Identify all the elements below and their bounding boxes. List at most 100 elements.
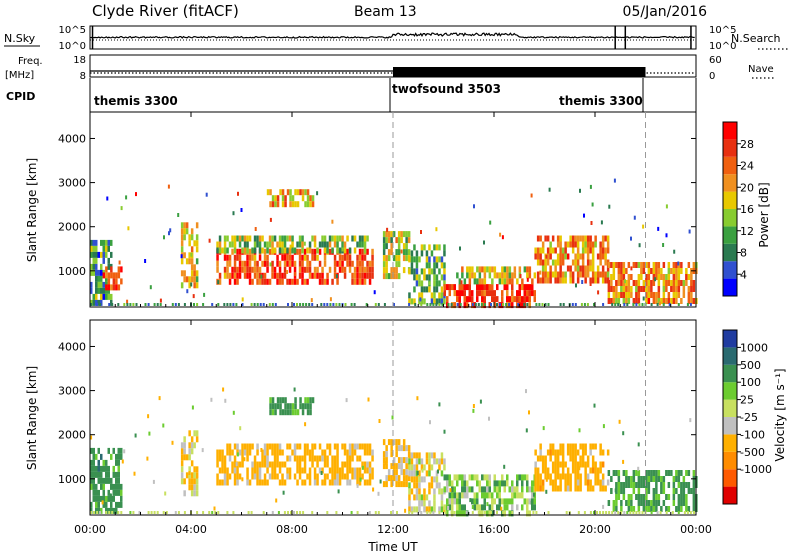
velocity-cell [446,498,449,505]
power-cell [625,292,628,298]
power-ground-cell [183,303,186,306]
power-cell [433,268,436,275]
velocity-cell [516,492,519,499]
velocity-cell [95,465,98,472]
power-cell [268,248,272,255]
power-cell [655,262,658,268]
velocity-cell [486,480,489,487]
velocity-cell [680,482,683,488]
velocity-cell [102,483,105,490]
velocity-cell [685,494,688,500]
velocity-ground-cell [432,511,435,514]
power-ground-cell [544,303,547,306]
power-cell [338,247,342,254]
velocity-cell [246,473,249,480]
velocity-cell [630,500,633,506]
power-cell [291,254,294,261]
power-cell [657,268,661,274]
velocity-cell [271,403,275,410]
power-cell [415,262,419,269]
power-cell [276,195,280,202]
velocity-ground-cell [96,511,99,514]
velocity-cell [301,479,304,486]
velocity-cell [395,481,398,488]
power-cell [281,235,284,242]
power-cell [390,273,393,280]
power-ground-cell [129,303,132,306]
velocity-cell [458,492,461,499]
power-ground-cell [689,303,692,306]
velocity-cell [418,500,421,507]
power-cell [420,292,424,299]
velocity-cell [481,474,484,481]
velocity-scatter-cell [379,479,382,484]
velocity-cell [268,473,272,480]
power-cell [256,235,259,242]
power-cell [286,247,289,254]
power-cell [468,272,472,279]
velocity-cell [271,397,275,404]
power-cell [438,292,441,299]
power-cell [604,277,607,284]
power-cell [193,282,196,289]
power-cell [617,292,621,298]
velocity-cell [665,470,668,476]
power-cell [100,251,103,258]
velocity-cell [387,439,391,446]
velocity-cell [591,467,595,474]
power-cell [650,292,653,298]
power-ground-cell [541,303,544,306]
velocity-ground-cell [608,511,611,514]
velocity-scatter-cell [528,410,530,415]
power-cell [336,235,339,242]
velocity-cell [266,449,269,456]
power-ground-cell [344,303,347,306]
power-cell [306,247,309,254]
velocity-scatter-cell [337,489,340,494]
velocity-cell [308,467,312,474]
power-cell [246,260,249,267]
velocity-cell [523,498,526,505]
power-cell [301,247,304,254]
power-ground-cell [526,303,529,306]
velocity-cell [640,500,643,506]
velocity-cell [117,477,120,484]
power-ground-cell [420,303,423,306]
power-cell [291,247,294,254]
velocity-cell [415,458,419,465]
velocity-cell [351,467,354,474]
velocity-cell [456,498,459,505]
power-cell [446,284,449,291]
velocity-cell [574,485,577,492]
power-cell [637,274,641,280]
velocity-cell [105,501,108,508]
power-cell [385,243,388,250]
power-ground-cell [353,303,356,306]
power-ground-cell [617,303,620,306]
power-cell [276,278,279,285]
velocity-cell [107,465,110,472]
velocity-cell [269,397,272,404]
power-cell [511,296,514,303]
velocity-scatter-cell [224,398,227,403]
power-scatter-cell [237,191,239,196]
velocity-colorbar-swatch [723,469,737,487]
velocity-cell [551,461,555,468]
velocity-cell [97,459,100,466]
velocity-cell [405,475,408,482]
velocity-scatter-cell [232,410,235,415]
power-ground-cell [174,303,177,306]
power-cell [248,248,252,255]
power-cell [363,247,367,254]
power-cell [672,286,676,292]
power-cell [571,277,575,284]
velocity-cell [236,479,239,486]
velocity-cell [589,443,592,450]
velocity-cell [561,473,565,480]
velocity-cell [418,506,421,513]
velocity-cell [591,455,595,462]
power-cell [645,286,648,292]
power-scatter-cell [590,221,593,225]
velocity-cell [291,409,295,416]
